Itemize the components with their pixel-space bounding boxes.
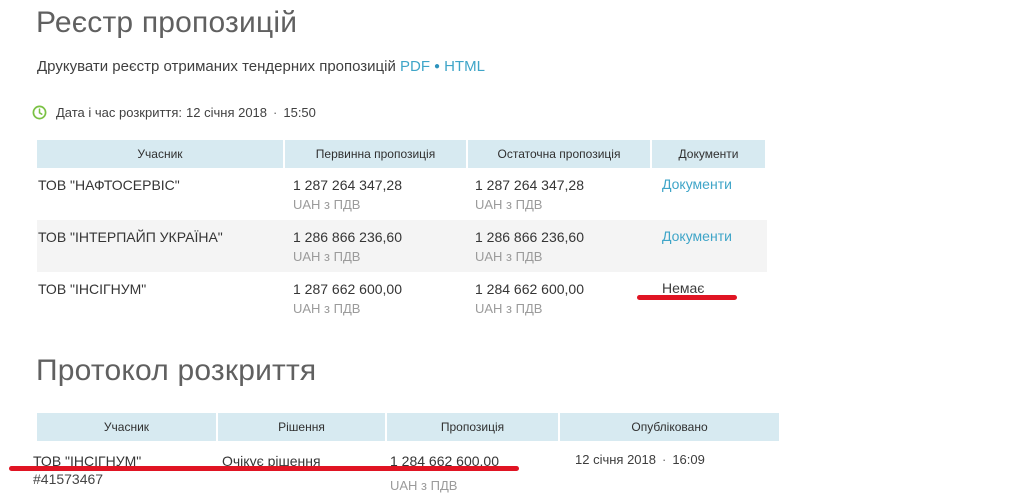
dot-separator: · [273,105,278,120]
participant-name: ТОВ "ІНТЕРПАЙП УКРАЇНА" [38,229,223,245]
published-date: 12 січня 2018 [575,452,656,467]
currency-note: UAH з ПДВ [293,301,361,316]
protocol-table: Учасник Рішення Пропозиція Опубліковано … [33,413,779,494]
currency-note: UAH з ПДВ [475,197,543,212]
column-header-participant: Учасник [37,140,285,168]
red-underline-annotation [637,295,737,300]
documents-link[interactable]: Документи [662,228,732,244]
table-row: ТОВ "НАФТОСЕРВІС" 1 287 264 347,28 UAH з… [37,168,767,220]
documents-link[interactable]: Документи [662,176,732,192]
documents-none-label: Немає [662,280,705,296]
protocol-title: Протокол розкриття [36,354,317,387]
column-header-final-bid: Остаточна пропозиція [468,140,652,168]
initial-bid-value: 1 287 662 600,00 [293,281,402,297]
bullet-separator: ● [434,61,441,72]
currency-note: UAH з ПДВ [293,197,361,212]
column-header-documents: Документи [652,140,765,168]
disclosure-datetime: Дата і час розкриття: 12 січня 2018 · 15… [32,105,316,120]
column-header-initial-bid: Первинна пропозиція [285,140,468,168]
participant-name: ТОВ "ІНСІГНУМ" [38,281,147,297]
column-header-decision: Рішення [218,413,387,441]
table-row: ТОВ "ІНТЕРПАЙП УКРАЇНА" 1 286 866 236,60… [37,220,767,272]
registry-title: Реєстр пропозицій [36,6,298,39]
disclosure-label: Дата і час розкриття: [56,105,183,120]
column-header-bid: Пропозиція [387,413,560,441]
final-bid-value: 1 287 264 347,28 [475,177,584,193]
currency-note: UAH з ПДВ [475,301,543,316]
red-underline-annotation [9,466,519,471]
participant-code: #41573467 [33,471,104,487]
table-row: ТОВ "ІНСІГНУМ" #41573467 Очікує рішення … [33,452,779,494]
initial-bid-value: 1 287 264 347,28 [293,177,402,193]
column-header-published: Опубліковано [560,413,779,441]
published-datetime: 12 січня 2018 · 16:09 [560,452,779,494]
currency-note: UAH з ПДВ [293,249,361,264]
initial-bid-value: 1 286 866 236,60 [293,229,402,245]
clock-icon [32,105,47,120]
print-registry-line: Друкувати реєстр отриманих тендерних про… [37,58,485,75]
final-bid-value: 1 286 866 236,60 [475,229,584,245]
table-row: ТОВ "ІНСІГНУМ" 1 287 662 600,00 UAH з ПД… [37,272,767,324]
currency-note: UAH з ПДВ [390,478,458,493]
registry-table-header: Учасник Первинна пропозиція Остаточна пр… [37,140,767,168]
currency-note: UAH з ПДВ [475,249,543,264]
participant-name: ТОВ "НАФТОСЕРВІС" [38,177,180,193]
participant-name: ТОВ "ІНСІГНУМ" [33,453,142,469]
registry-table: Учасник Первинна пропозиція Остаточна пр… [37,140,767,324]
disclosure-time: 15:50 [283,105,316,120]
published-time: 16:09 [672,452,705,467]
html-link[interactable]: HTML [444,58,485,75]
final-bid-value: 1 284 662 600,00 [475,281,584,297]
decision-status: Очікує рішення [222,453,321,469]
print-registry-label: Друкувати реєстр отриманих тендерних про… [37,58,396,75]
column-header-participant: Учасник [37,413,218,441]
dot-separator: · [661,452,667,467]
pdf-link[interactable]: PDF [400,58,431,75]
protocol-table-header: Учасник Рішення Пропозиція Опубліковано [37,413,779,441]
disclosure-date: 12 січня 2018 [186,105,268,120]
bid-value: 1 284 662 600,00 [390,453,499,469]
